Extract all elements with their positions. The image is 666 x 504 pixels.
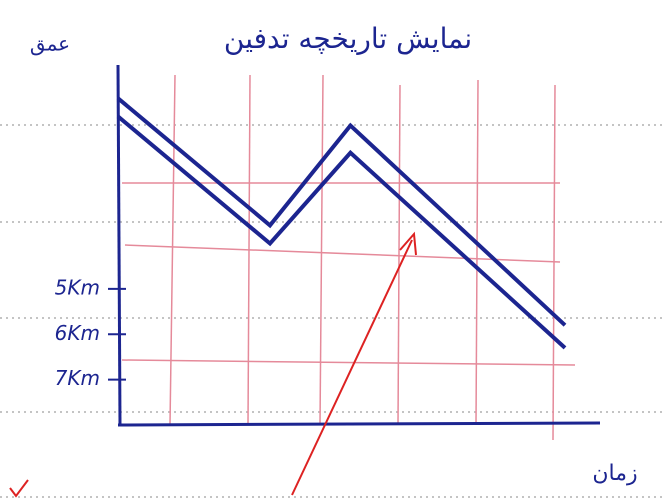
y-axis-label: عمق <box>30 32 70 56</box>
y-tick-label: 5Km <box>55 275 100 299</box>
y-tick-label: 6Km <box>55 321 100 345</box>
chart-title: نمایش تاریخچه تدفین <box>224 22 472 55</box>
x-axis-label: زمان <box>592 461 637 486</box>
arrow <box>9 231 417 498</box>
y-tick-label: 7Km <box>55 366 100 390</box>
line <box>116 114 567 350</box>
line <box>116 96 567 327</box>
y-axis <box>116 64 122 426</box>
x-axis <box>117 421 601 427</box>
